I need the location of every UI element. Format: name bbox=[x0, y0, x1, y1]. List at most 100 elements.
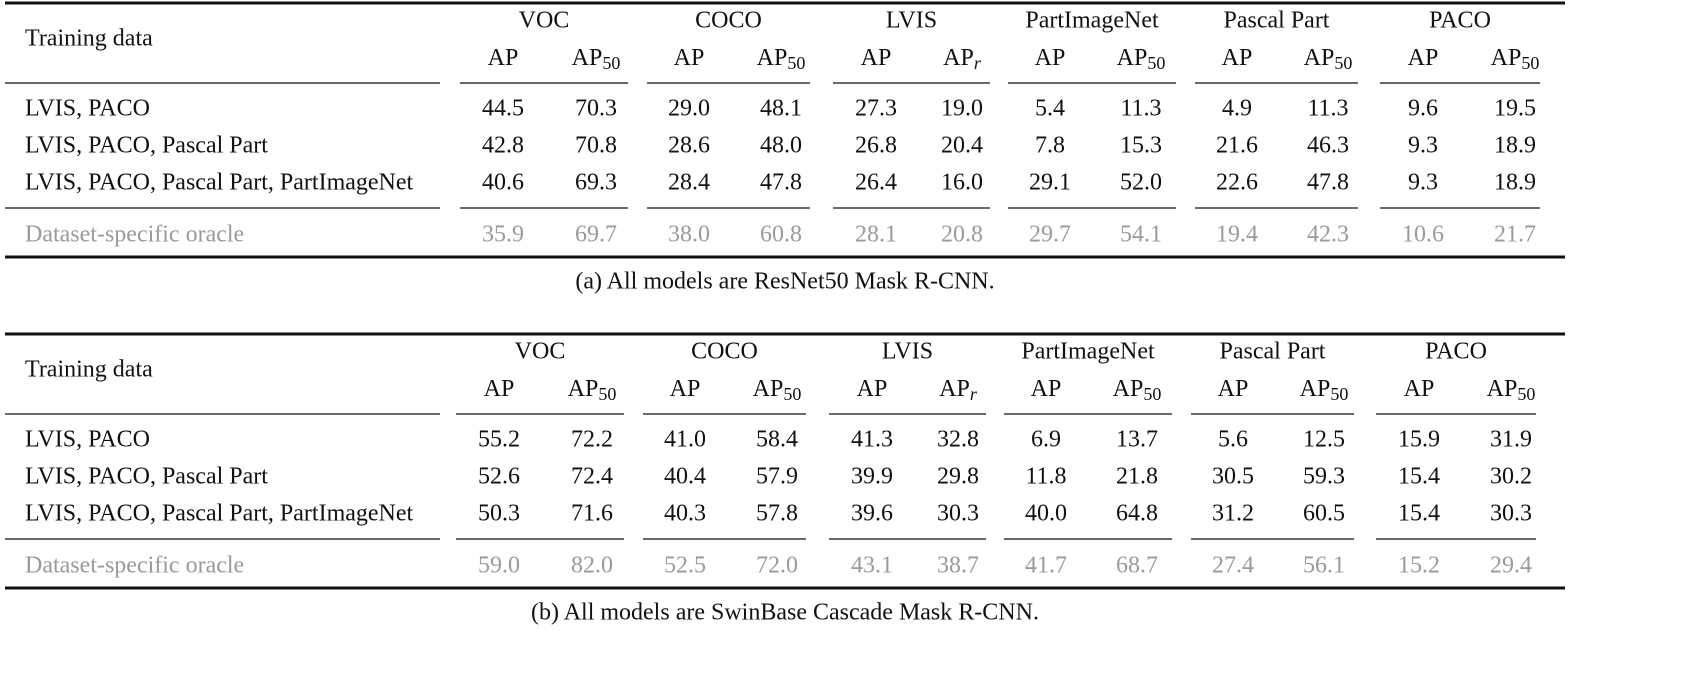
column-header: AP bbox=[1031, 376, 1062, 402]
column-header: AP bbox=[1404, 376, 1435, 402]
column-header-text: AP bbox=[568, 376, 599, 402]
cell: 29.8 bbox=[937, 464, 979, 490]
cell: 48.0 bbox=[760, 133, 802, 159]
column-header: APr bbox=[939, 376, 978, 405]
cell: 57.8 bbox=[756, 501, 798, 527]
column-header: AP bbox=[1218, 376, 1249, 402]
cell: 22.6 bbox=[1216, 170, 1258, 196]
oracle-cell: 29.7 bbox=[1029, 222, 1071, 248]
cell: 5.4 bbox=[1035, 96, 1065, 122]
cell: 41.0 bbox=[664, 427, 706, 453]
row-label: LVIS, PACO, Pascal Part bbox=[25, 464, 268, 490]
column-header: AP bbox=[1408, 45, 1439, 71]
column-header-text: AP bbox=[488, 45, 519, 71]
cell: 19.5 bbox=[1494, 96, 1536, 122]
column-header: AP bbox=[1035, 45, 1066, 71]
cell: 41.3 bbox=[851, 427, 893, 453]
column-header-sub: r bbox=[974, 53, 982, 73]
column-header-text: AP bbox=[572, 45, 603, 71]
cell: 7.8 bbox=[1035, 133, 1065, 159]
cell: 26.8 bbox=[855, 133, 897, 159]
cell: 50.3 bbox=[478, 501, 520, 527]
column-header-text: AP bbox=[1117, 45, 1148, 71]
cell: 40.4 bbox=[664, 464, 706, 490]
cell: 52.0 bbox=[1120, 170, 1162, 196]
group-header: VOC bbox=[515, 339, 566, 365]
cell: 39.6 bbox=[851, 501, 893, 527]
cell: 32.8 bbox=[937, 427, 979, 453]
column-header: AP50 bbox=[1491, 45, 1540, 74]
cell: 40.3 bbox=[664, 501, 706, 527]
oracle-cell: 42.3 bbox=[1307, 222, 1349, 248]
oracle-cell: 68.7 bbox=[1116, 553, 1158, 579]
cell: 18.9 bbox=[1494, 133, 1536, 159]
column-header: APr bbox=[943, 45, 982, 74]
column-header: AP bbox=[861, 45, 892, 71]
cell: 69.3 bbox=[575, 170, 617, 196]
cell: 40.6 bbox=[482, 170, 524, 196]
cell: 18.9 bbox=[1494, 170, 1536, 196]
column-header-sub: 50 bbox=[1143, 384, 1161, 404]
cell: 39.9 bbox=[851, 464, 893, 490]
cell: 28.4 bbox=[668, 170, 710, 196]
cell: 30.2 bbox=[1490, 464, 1532, 490]
row-label: LVIS, PACO bbox=[25, 427, 150, 453]
group-header: Pascal Part bbox=[1224, 8, 1330, 34]
oracle-label: Dataset-specific oracle bbox=[25, 553, 244, 579]
cell: 70.8 bbox=[575, 133, 617, 159]
oracle-cell: 27.4 bbox=[1212, 553, 1254, 579]
row-header: Training data bbox=[25, 26, 153, 52]
cell: 44.5 bbox=[482, 96, 524, 122]
column-header: AP50 bbox=[757, 45, 806, 74]
column-header: AP50 bbox=[1304, 45, 1353, 74]
cell: 48.1 bbox=[760, 96, 802, 122]
cell: 20.4 bbox=[941, 133, 983, 159]
cell: 46.3 bbox=[1307, 133, 1349, 159]
cell: 30.3 bbox=[1490, 501, 1532, 527]
cell: 21.8 bbox=[1116, 464, 1158, 490]
row-label: LVIS, PACO, Pascal Part, PartImageNet bbox=[25, 501, 414, 527]
row-label: LVIS, PACO, Pascal Part, PartImageNet bbox=[25, 170, 414, 196]
column-header-text: AP bbox=[861, 45, 892, 71]
cell: 40.0 bbox=[1025, 501, 1067, 527]
column-header-text: AP bbox=[1113, 376, 1144, 402]
cell: 11.8 bbox=[1025, 464, 1066, 490]
cell: 26.4 bbox=[855, 170, 897, 196]
row-label: LVIS, PACO, Pascal Part bbox=[25, 133, 268, 159]
column-header-text: AP bbox=[1031, 376, 1062, 402]
oracle-cell: 52.5 bbox=[664, 553, 706, 579]
cell: 12.5 bbox=[1303, 427, 1345, 453]
oracle-cell: 41.7 bbox=[1025, 553, 1067, 579]
cell: 47.8 bbox=[760, 170, 802, 196]
column-header-text: AP bbox=[1218, 376, 1249, 402]
cell: 71.6 bbox=[571, 501, 613, 527]
oracle-cell: 15.2 bbox=[1398, 553, 1440, 579]
column-header-text: AP bbox=[1304, 45, 1335, 71]
column-header-text: AP bbox=[1491, 45, 1522, 71]
column-header-text: AP bbox=[674, 45, 705, 71]
column-header-sub: 50 bbox=[598, 384, 616, 404]
group-header: LVIS bbox=[882, 339, 933, 365]
oracle-cell: 19.4 bbox=[1216, 222, 1258, 248]
column-header-text: AP bbox=[1222, 45, 1253, 71]
group-header: PACO bbox=[1425, 339, 1487, 365]
column-header-text: AP bbox=[1487, 376, 1518, 402]
oracle-cell: 38.7 bbox=[937, 553, 979, 579]
oracle-label: Dataset-specific oracle bbox=[25, 222, 244, 248]
cell: 72.4 bbox=[571, 464, 613, 490]
oracle-cell: 69.7 bbox=[575, 222, 617, 248]
column-header-sub: 50 bbox=[1330, 384, 1348, 404]
column-header-text: AP bbox=[670, 376, 701, 402]
group-header: LVIS bbox=[886, 8, 937, 34]
oracle-cell: 54.1 bbox=[1120, 222, 1162, 248]
cell: 55.2 bbox=[478, 427, 520, 453]
cell: 16.0 bbox=[941, 170, 983, 196]
group-header: PartImageNet bbox=[1021, 339, 1155, 365]
cell: 9.3 bbox=[1408, 133, 1438, 159]
cell: 72.2 bbox=[571, 427, 613, 453]
row-label: LVIS, PACO bbox=[25, 96, 150, 122]
caption: (a) All models are ResNet50 Mask R-CNN. bbox=[575, 269, 994, 295]
cell: 29.0 bbox=[668, 96, 710, 122]
cell: 29.1 bbox=[1029, 170, 1071, 196]
